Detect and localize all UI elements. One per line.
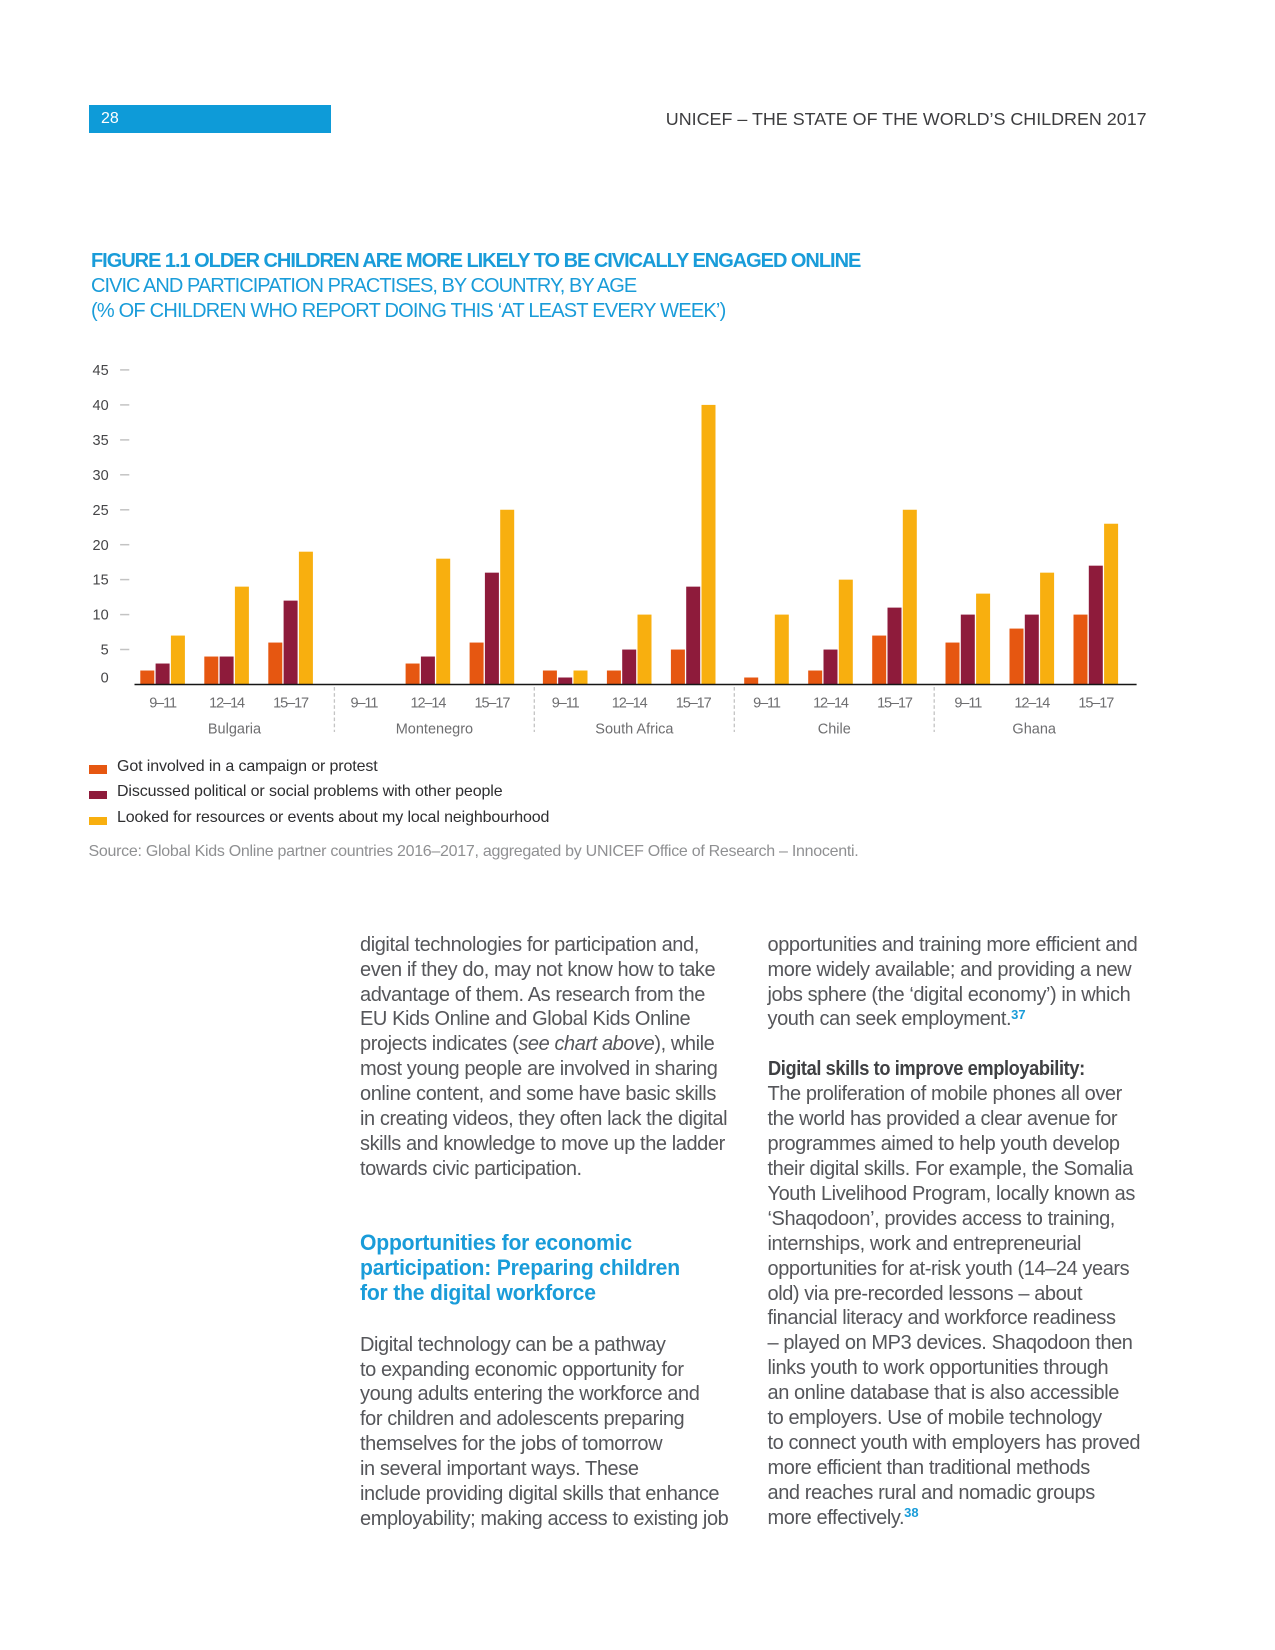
svg-text:South Africa: South Africa bbox=[595, 722, 674, 738]
svg-text:Bulgaria: Bulgaria bbox=[208, 722, 262, 738]
svg-text:15–17: 15–17 bbox=[676, 696, 712, 712]
svg-text:15–17: 15–17 bbox=[877, 696, 913, 712]
svg-text:Chile: Chile bbox=[818, 722, 851, 738]
svg-text:12–14: 12–14 bbox=[410, 696, 446, 712]
svg-text:15–17: 15–17 bbox=[474, 696, 510, 712]
svg-text:12–14: 12–14 bbox=[1014, 696, 1050, 712]
svg-text:9–11: 9–11 bbox=[149, 696, 177, 712]
svg-text:5: 5 bbox=[101, 643, 109, 659]
svg-text:15–17: 15–17 bbox=[273, 696, 309, 712]
svg-text:9–11: 9–11 bbox=[954, 696, 982, 712]
svg-text:15–17: 15–17 bbox=[1078, 696, 1114, 712]
svg-text:Ghana: Ghana bbox=[1012, 722, 1056, 738]
svg-text:20: 20 bbox=[93, 538, 109, 554]
svg-text:15: 15 bbox=[93, 573, 109, 589]
svg-text:40: 40 bbox=[93, 398, 109, 414]
svg-text:12–14: 12–14 bbox=[612, 696, 648, 712]
svg-text:30: 30 bbox=[93, 468, 109, 484]
svg-text:35: 35 bbox=[93, 433, 109, 449]
svg-text:10: 10 bbox=[93, 608, 109, 624]
svg-text:12–14: 12–14 bbox=[209, 696, 245, 712]
svg-text:9–11: 9–11 bbox=[351, 696, 379, 712]
svg-text:25: 25 bbox=[93, 503, 109, 519]
svg-text:45: 45 bbox=[93, 363, 109, 379]
svg-text:12–14: 12–14 bbox=[813, 696, 849, 712]
svg-text:9–11: 9–11 bbox=[753, 696, 781, 712]
svg-text:0: 0 bbox=[101, 671, 109, 687]
svg-text:9–11: 9–11 bbox=[552, 696, 580, 712]
svg-text:Montenegro: Montenegro bbox=[396, 722, 473, 738]
